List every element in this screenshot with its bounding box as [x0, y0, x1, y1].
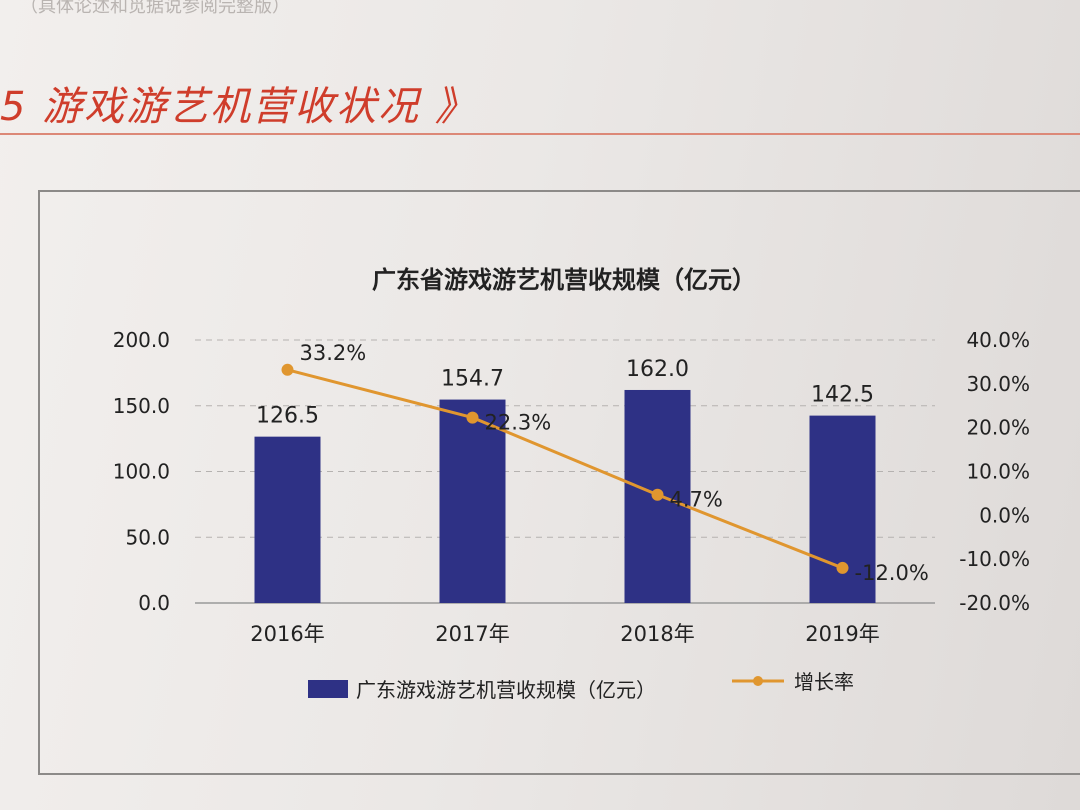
- x-tick-label: 2019年: [805, 622, 879, 646]
- growth-rate-line: [287, 368, 844, 570]
- bar-value-label: 126.5: [256, 404, 319, 429]
- x-tick-label: 2018年: [620, 622, 694, 646]
- growth-rate-point: [836, 561, 849, 574]
- y-left-tick-label: 0.0: [138, 591, 170, 615]
- chart-title: 广东省游戏游艺机营收规模（亿元）: [372, 266, 756, 294]
- growth-rate-point: [466, 411, 479, 424]
- legend: 广东游戏游艺机营收规模（亿元） 增长率: [308, 670, 854, 702]
- growth-rate-point: [651, 488, 664, 501]
- bar: [439, 399, 506, 603]
- y-left-tick-label: 100.0: [113, 460, 170, 484]
- growth-rate-label: 22.3%: [485, 411, 552, 435]
- y-right-tick-label: 20.0%: [966, 416, 1030, 440]
- bar-value-label: 154.7: [441, 367, 504, 392]
- y-right-tick-label: 10.0%: [966, 460, 1030, 484]
- section-heading: 5 游戏游艺机营收状况 》: [0, 84, 477, 130]
- legend-bar-label: 广东游戏游艺机营收规模（亿元）: [356, 678, 656, 702]
- y-right-tick-label: 30.0%: [966, 372, 1030, 396]
- x-tick-label: 2016年: [250, 622, 324, 646]
- y-right-tick-label: -20.0%: [959, 591, 1030, 615]
- legend-line-marker: [753, 676, 763, 686]
- header-text: （具体论述和觅据说参阅完整版）: [20, 0, 290, 17]
- heading-divider: [0, 133, 1080, 135]
- growth-rate-label: -12.0%: [855, 561, 929, 585]
- growth-rate-point: [281, 363, 294, 376]
- legend-line-label: 增长率: [794, 670, 854, 694]
- x-tick-label: 2017年: [435, 622, 509, 646]
- growth-rate-label: 4.7%: [670, 488, 723, 512]
- y-left-tick-label: 50.0: [125, 525, 170, 549]
- bar-value-label: 142.5: [811, 383, 874, 408]
- y-left-tick-label: 200.0: [113, 328, 170, 352]
- bar: [254, 436, 321, 603]
- y-right-tick-label: 40.0%: [966, 328, 1030, 352]
- y-right-tick-label: 0.0%: [979, 503, 1030, 527]
- chart-frame: [38, 190, 1080, 775]
- y-left-tick-label: 150.0: [113, 394, 170, 418]
- bar-value-label: 162.0: [626, 357, 689, 382]
- growth-rate-label: 33.2%: [300, 341, 367, 365]
- legend-bar-swatch: [308, 680, 348, 698]
- y-right-tick-label: -10.0%: [959, 547, 1030, 571]
